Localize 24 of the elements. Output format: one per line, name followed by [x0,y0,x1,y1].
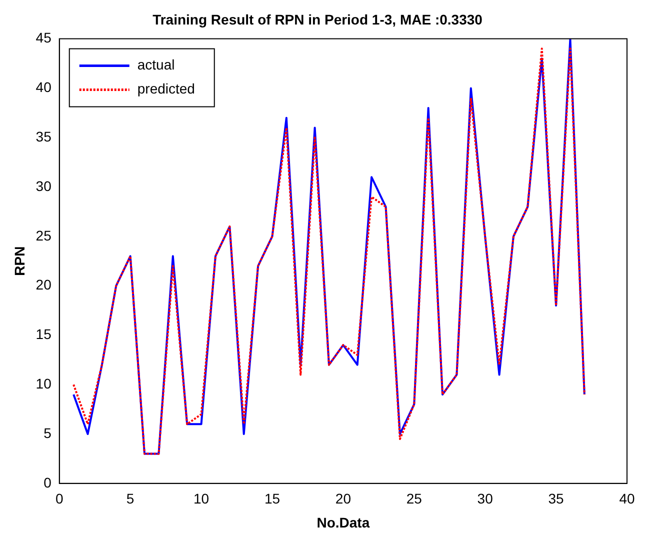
legend-label: predicted [137,80,195,97]
y-tick-label: 20 [36,276,52,293]
y-tick-label: 40 [36,79,52,96]
x-tick-label: 30 [477,490,494,507]
y-tick-label: 45 [36,30,52,46]
y-tick-label: 35 [36,128,52,144]
x-tick-label: 5 [126,490,134,507]
x-tick-label: 35 [548,490,564,507]
x-tick-label: 25 [406,490,422,507]
y-tick-label: 25 [36,227,52,244]
chart-title: Training Result of RPN in Period 1-3, MAE :0.3330 [152,11,483,28]
y-tick-label: 30 [36,178,52,194]
x-tick-label: 10 [193,490,210,507]
y-tick-label: 10 [36,375,52,392]
y-tick-label: 0 [44,474,52,490]
x-tick-label: 20 [335,490,352,507]
x-tick-label: 0 [55,490,64,507]
x-tick-label: 15 [264,490,280,507]
y-axis-title: RPN [11,246,28,276]
legend-label: actual [137,56,175,73]
x-tick-label: 40 [619,490,635,507]
y-tick-label: 5 [44,424,52,441]
x-axis-title: No.Data [316,514,370,530]
y-tick-label: 15 [36,326,52,342]
